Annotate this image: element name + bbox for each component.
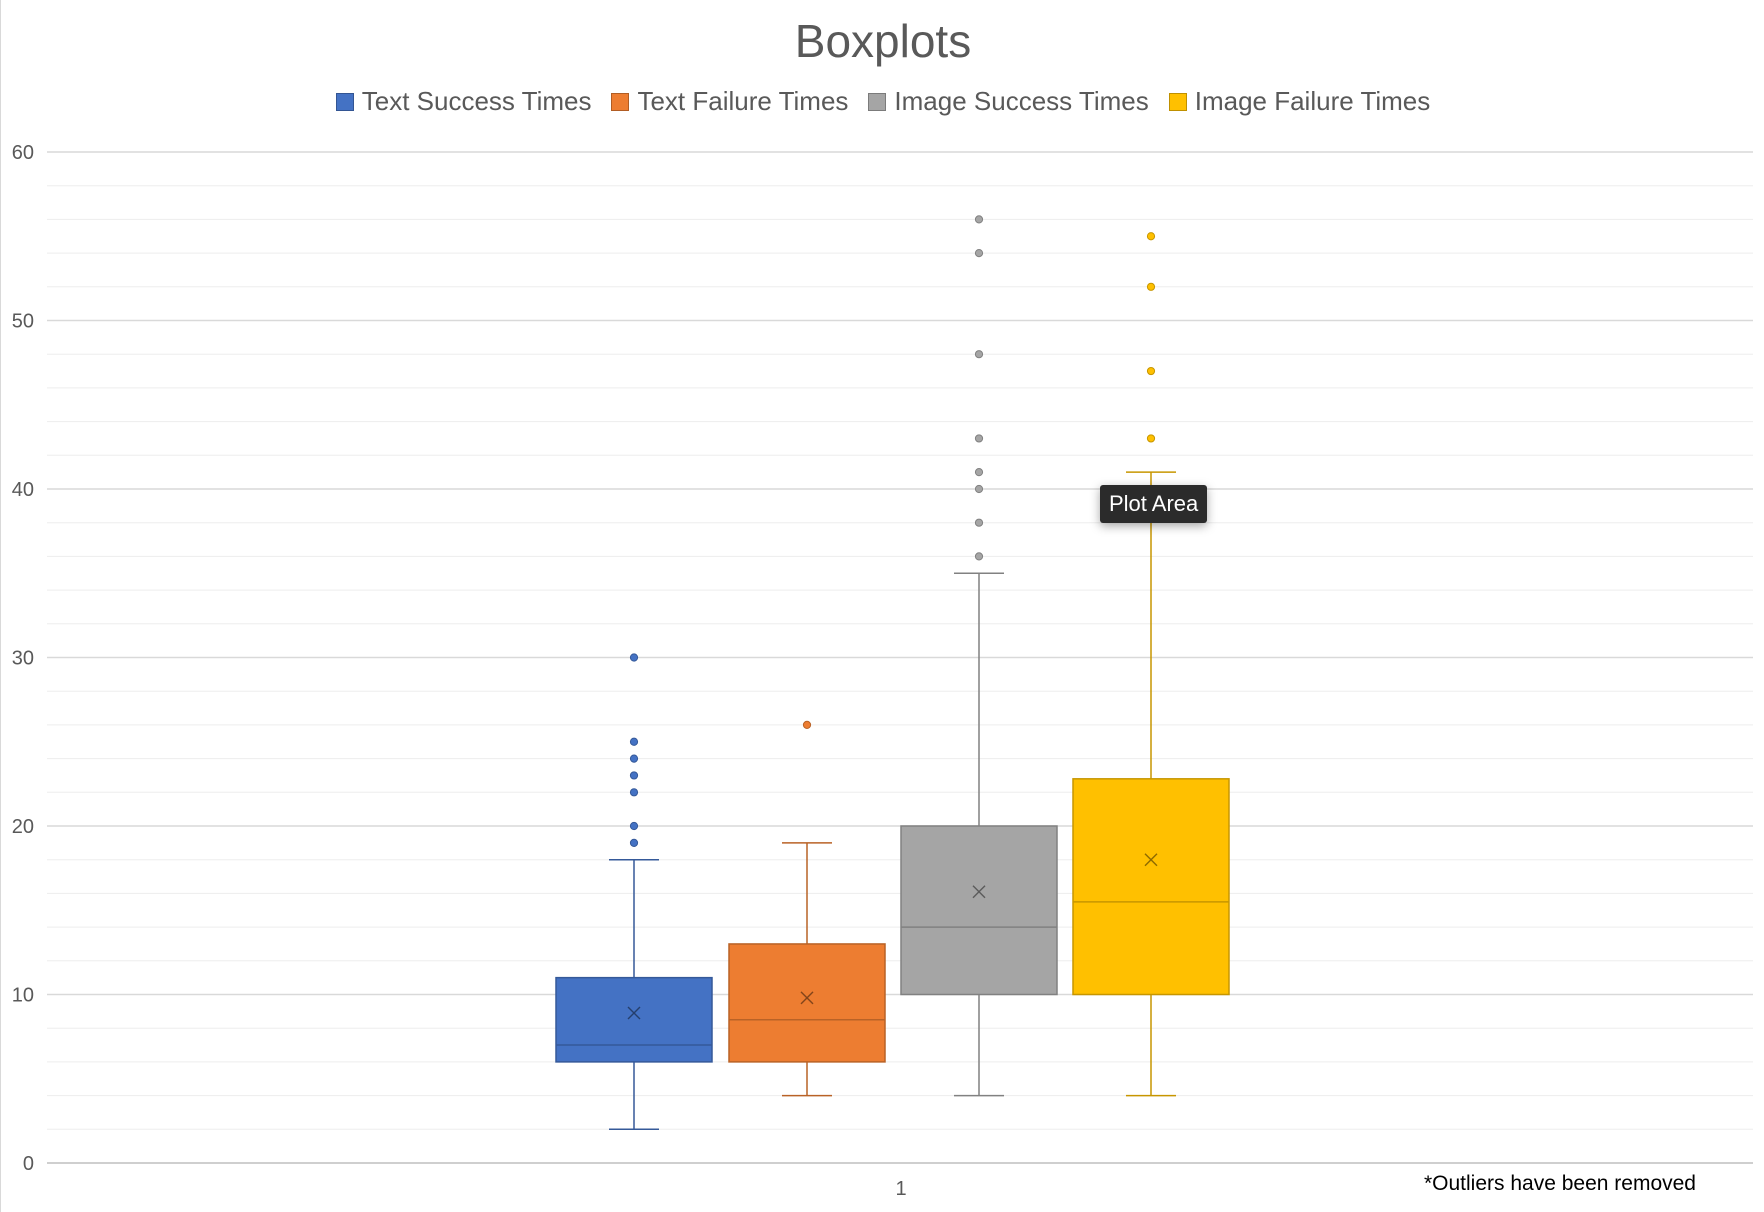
y-tick-label: 0 — [23, 1153, 34, 1175]
legend: Text Success Times Text Failure Times Imag… — [1, 86, 1764, 117]
image-failure-times-box — [1072, 778, 1230, 996]
image-success-times-outlier-point — [974, 484, 984, 494]
image-success-times-mean-marker — [972, 885, 986, 899]
image-failure-times-outlier-point — [1146, 434, 1156, 443]
image-failure-times-mean-marker — [1144, 853, 1158, 867]
text-success-times-outlier-point — [629, 788, 639, 797]
image-success-times-outlier-point — [974, 434, 984, 443]
x-tick-label: 1 — [895, 1178, 906, 1200]
y-tick-label: 40 — [12, 479, 34, 501]
legend-label: Image Failure Times — [1194, 86, 1431, 116]
legend-label: Image Success Times — [894, 86, 1149, 116]
y-tick-label: 30 — [12, 648, 34, 670]
legend-swatch — [335, 92, 354, 111]
plot-area-tooltip: Plot Area — [1100, 485, 1208, 523]
text-success-times-mean-marker — [627, 1006, 641, 1020]
text-success-times-outlier-point — [629, 821, 639, 831]
text-success-times-outlier-point — [629, 838, 639, 847]
image-success-times-outlier-point — [974, 518, 984, 527]
text-success-times-outlier-point — [629, 737, 639, 746]
y-tick-label: 20 — [12, 816, 34, 838]
image-failure-times-outlier-point — [1146, 282, 1156, 291]
legend-swatch — [1168, 92, 1187, 111]
image-failure-times-outlier-point — [1146, 232, 1156, 241]
text-success-times-outlier-point — [629, 754, 639, 763]
legend-entry-text-success-times: Text Success Times — [335, 86, 592, 117]
image-success-times-outlier-point — [974, 468, 984, 477]
image-success-times-box — [900, 825, 1058, 996]
text-success-times-outlier-point — [629, 771, 639, 780]
image-success-times-outlier-point — [974, 249, 984, 258]
text-success-times-box — [555, 976, 713, 1063]
y-tick-label: 10 — [12, 985, 34, 1007]
legend-entry-image-success-times: Image Success Times — [868, 86, 1149, 117]
legend-swatch — [868, 92, 887, 111]
text-failure-times-mean-marker — [800, 991, 814, 1005]
image-failure-times-outlier-point — [1146, 366, 1156, 376]
legend-entry-text-failure-times: Text Failure Times — [611, 86, 848, 117]
image-success-times-outlier-point — [974, 350, 984, 359]
legend-entry-image-failure-times: Image Failure Times — [1168, 86, 1431, 117]
y-tick-label: 50 — [12, 311, 34, 333]
text-failure-times-box — [728, 943, 886, 1063]
chart-title: Boxplots — [794, 15, 972, 67]
y-tick-label: 60 — [12, 142, 34, 164]
image-success-times-outlier-point — [974, 215, 984, 224]
image-success-times-outlier-point — [974, 552, 984, 561]
legend-label: Text Success Times — [361, 86, 592, 116]
text-success-times-outlier-point — [629, 653, 639, 662]
text-failure-times-outlier-point — [802, 720, 812, 730]
legend-label: Text Failure Times — [637, 86, 849, 116]
footnote: *Outliers have been removed — [1424, 1172, 1696, 1195]
legend-swatch — [611, 92, 630, 111]
